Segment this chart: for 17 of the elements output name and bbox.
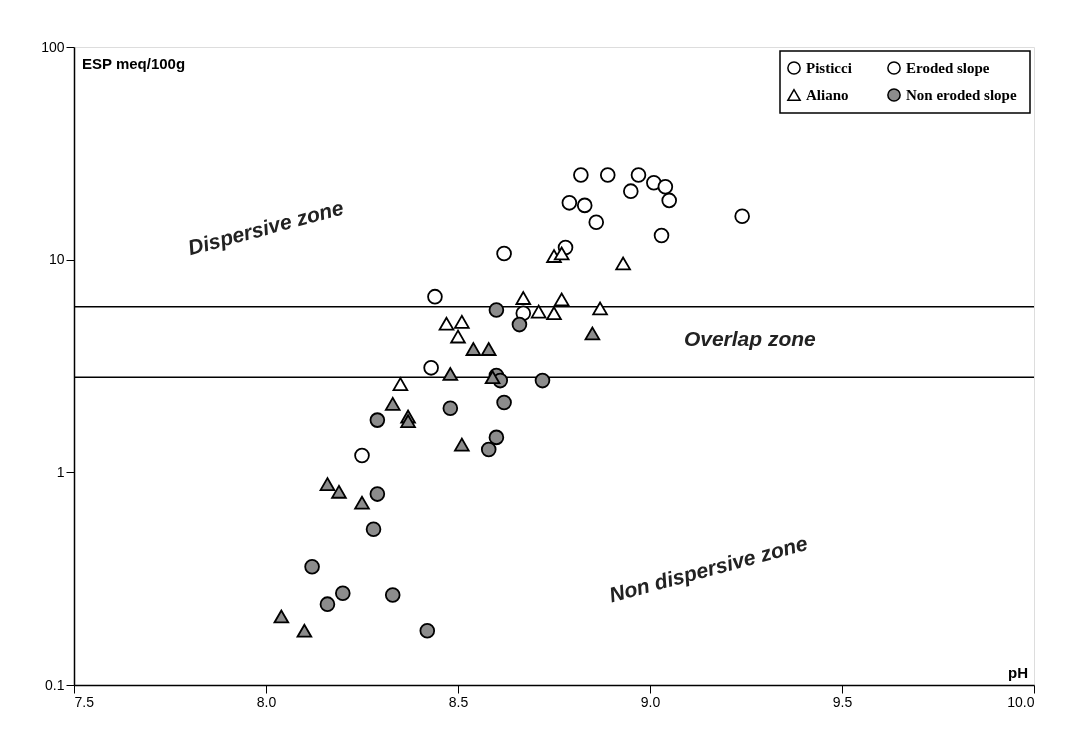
x-tick-label: 8.0 <box>256 693 277 710</box>
legend-label: Non eroded slope <box>906 87 1017 103</box>
y-tick-label: 0.1 <box>45 676 65 693</box>
legend-label: Aliano <box>806 87 849 103</box>
legend-label: Pisticci <box>806 60 852 76</box>
y-tick-label: 100 <box>41 38 65 55</box>
y-tick-label: 10 <box>48 251 65 268</box>
x-tick-label: 9.5 <box>832 693 853 710</box>
annotation: Eroded slope <box>906 60 990 76</box>
y-tick-label: 1 <box>56 463 65 480</box>
x-tick-label: 7.5 <box>74 693 95 710</box>
annotation: Overlap zone <box>683 327 817 351</box>
x-tick-label: 10.0 <box>1007 693 1035 710</box>
x-tick-label: 9.0 <box>640 693 661 710</box>
x-axis-title: pH <box>1008 664 1028 681</box>
x-tick-label: 8.5 <box>448 693 469 710</box>
y-axis-title: ESP meq/100g <box>82 55 186 72</box>
